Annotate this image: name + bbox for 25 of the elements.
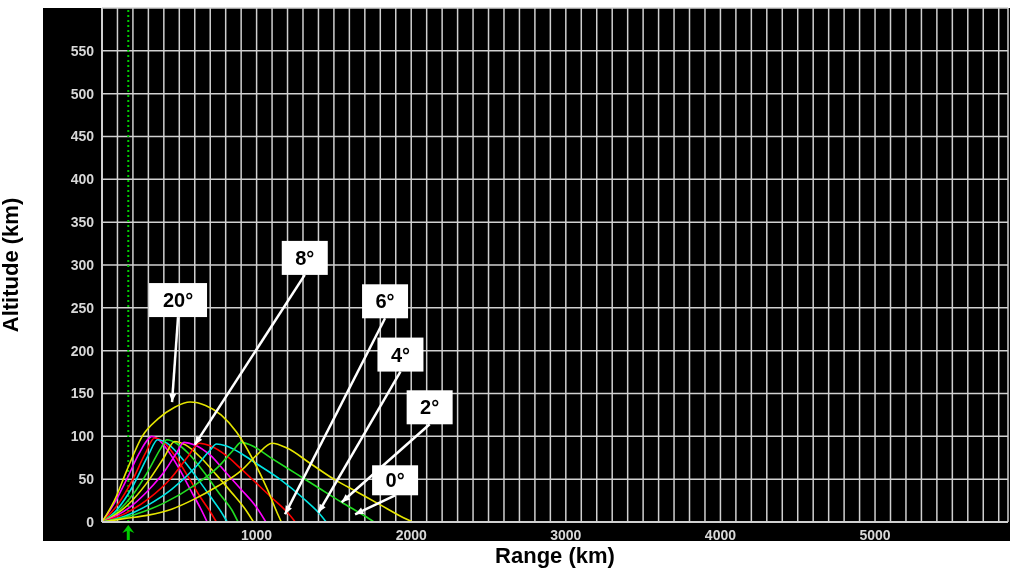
- y-tick-label: 350: [70, 214, 95, 231]
- y-tick-label: 0: [86, 513, 95, 530]
- annotation: 6°: [375, 290, 395, 313]
- y-axis-title: Altitude (km): [0, 197, 23, 333]
- y-tick-label: 50: [78, 471, 95, 488]
- y-tick-label: 300: [70, 256, 95, 273]
- annotation: 2°: [420, 396, 440, 419]
- y-tick-label: 400: [70, 171, 95, 188]
- x-tick-label: 2000: [395, 526, 427, 543]
- y-tick-label: 200: [70, 342, 95, 359]
- x-tick-label: 1000: [241, 526, 273, 543]
- x-tick-label: 3000: [550, 526, 582, 543]
- x-tick-label: 5000: [859, 526, 891, 543]
- annotation: 4°: [390, 343, 411, 366]
- y-tick-label: 100: [70, 428, 95, 445]
- y-tick-label: 450: [70, 128, 95, 145]
- x-axis-title: Range (km): [495, 543, 615, 568]
- annotation: 0°: [385, 469, 405, 492]
- y-tick-label: 500: [70, 85, 95, 102]
- y-tick-label: 150: [70, 385, 95, 402]
- x-tick-label: 4000: [704, 526, 737, 543]
- y-tick-label: 550: [70, 42, 95, 59]
- y-tick-label: 250: [70, 299, 95, 316]
- annotation: 8°: [295, 246, 315, 269]
- annotation: 20°: [162, 289, 194, 312]
